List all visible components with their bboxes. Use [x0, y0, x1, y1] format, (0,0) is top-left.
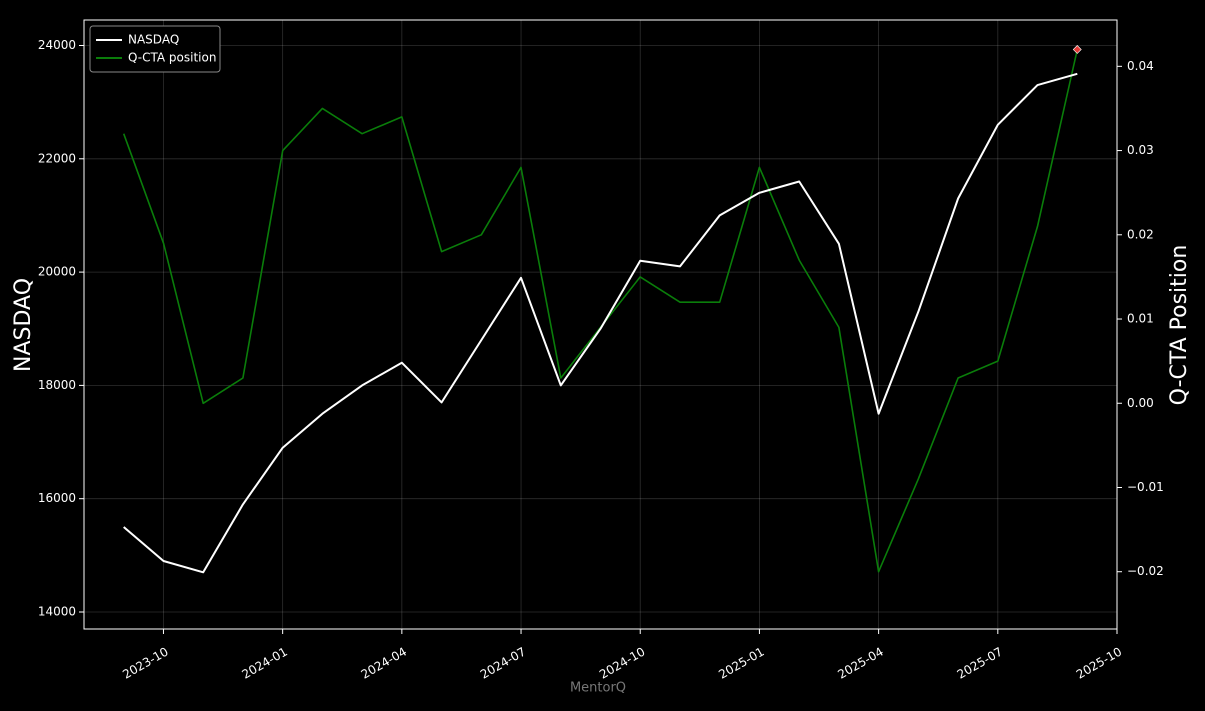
watermark: MentorQ: [570, 681, 626, 696]
x-tick-label: 2024-01: [239, 645, 289, 682]
legend: NASDAQ Q-CTA position: [89, 25, 221, 73]
x-tick-label: 2023-10: [120, 645, 170, 682]
last-point-marker: [1072, 45, 1082, 54]
y-tick-label: 18000: [38, 378, 76, 392]
y2-tick-label: −0.01: [1127, 480, 1164, 494]
y-tick-label: 20000: [38, 265, 76, 279]
x-tick-label: 2024-07: [478, 645, 528, 682]
y2-tick-label: 0.04: [1127, 59, 1154, 73]
x-tick-label: 2025-01: [716, 645, 766, 682]
plot-frame: [83, 19, 1118, 630]
legend-box: [89, 25, 221, 73]
x-tick-label: 2025-07: [955, 645, 1005, 682]
y2-tick-label: 0.03: [1127, 143, 1154, 157]
x-tick-label: 2025-04: [835, 645, 885, 682]
y2-tick-label: 0.00: [1127, 396, 1154, 410]
y2-tick-label: 0.02: [1127, 227, 1154, 241]
y2-tick-label: −0.02: [1127, 564, 1164, 578]
y2-axis-label: Q-CTA Position: [1167, 245, 1192, 406]
x-tick-label: 2025-10: [1074, 645, 1124, 682]
x-tick-label: 2024-04: [359, 645, 409, 682]
y2-tick-label: 0.01: [1127, 312, 1154, 326]
y-tick-label: 14000: [38, 605, 76, 619]
legend-label: Q-CTA position: [128, 51, 216, 65]
series-line: [123, 72, 1078, 574]
x-tick-label: 2024-10: [597, 645, 647, 682]
y-tick-label: 22000: [38, 151, 76, 165]
y-tick-label: 16000: [38, 491, 76, 505]
legend-label: NASDAQ: [128, 33, 179, 47]
y-axis-label: NASDAQ: [11, 278, 36, 372]
y-tick-label: 24000: [38, 38, 76, 52]
